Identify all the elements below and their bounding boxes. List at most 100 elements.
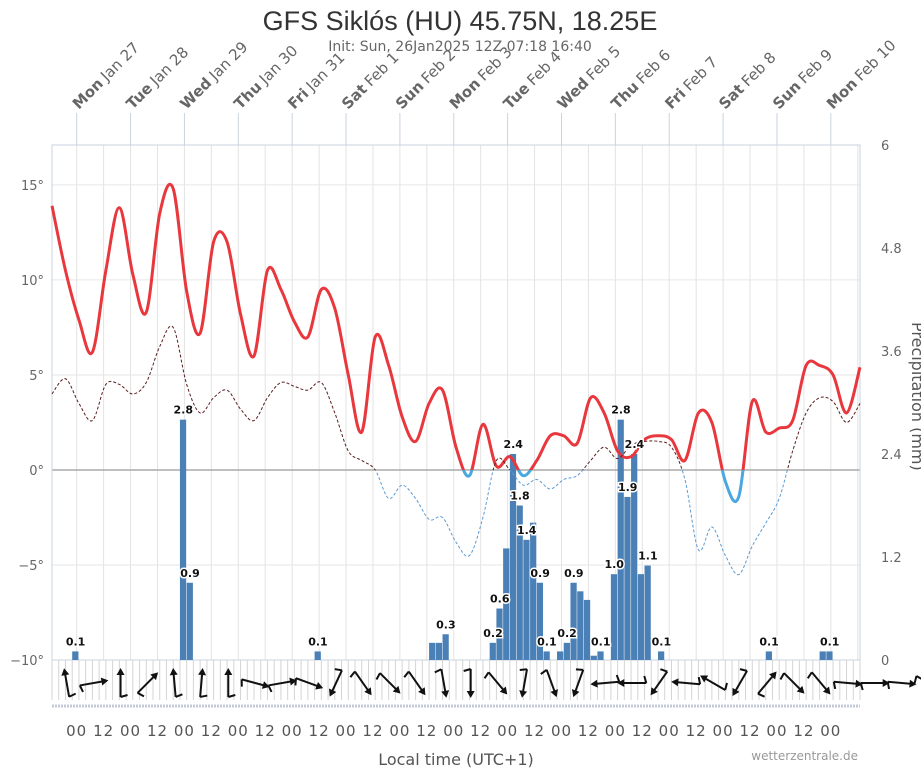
precipitation-value-label: 0.1 xyxy=(759,635,779,648)
precipitation-bar xyxy=(590,655,597,660)
day-label: SatFeb 8 xyxy=(715,48,779,112)
wind-barb xyxy=(137,692,145,698)
y-right-tick-label: 3.6 xyxy=(881,345,902,360)
precipitation-value-label: 0.1 xyxy=(591,635,611,648)
wind-barb xyxy=(757,692,766,698)
day-label-weekday: Sun xyxy=(392,77,427,112)
day-label-date: Feb 9 xyxy=(795,46,837,88)
wind-barb xyxy=(349,670,356,678)
precipitation-bar xyxy=(435,642,443,660)
wind-barb xyxy=(779,672,785,680)
wind-arrow-head xyxy=(329,688,337,697)
wind-barb xyxy=(294,678,297,686)
day-label-weekday: Sat xyxy=(715,80,748,113)
precipitation-bar xyxy=(489,642,496,660)
day-label-date: Jan 30 xyxy=(255,42,302,89)
wind-arrow-head xyxy=(882,679,890,687)
precipitation-bar xyxy=(610,574,618,660)
precipitation-bar xyxy=(624,496,631,660)
precipitation-bar xyxy=(617,419,624,660)
wind-arrow-icon xyxy=(540,669,558,698)
precipitation-bar xyxy=(536,582,544,660)
wind-arrow-head xyxy=(116,668,125,675)
wind-arrow-head xyxy=(392,685,401,694)
precipitation-value-label: 0.1 xyxy=(537,635,557,648)
wind-barb xyxy=(463,668,471,672)
wind-arrow-head xyxy=(822,686,831,695)
precipitation-bar xyxy=(429,642,436,660)
series-lines xyxy=(50,182,862,575)
day-label-weekday: Mon xyxy=(446,75,484,113)
wind-arrow-head xyxy=(61,668,70,676)
x-tick-label: 00 xyxy=(228,722,249,740)
wind-barb xyxy=(483,671,490,679)
wind-arrow-shaft xyxy=(915,675,921,691)
wind-arrow-icon xyxy=(732,668,748,696)
wind-arrow-icon xyxy=(375,672,401,694)
day-label-date: Jan 29 xyxy=(205,38,252,85)
wind-barb xyxy=(175,693,183,698)
wind-arrow-icon xyxy=(617,675,648,687)
wind-arrow-icon xyxy=(169,668,183,698)
y-left-tick-label: 0° xyxy=(29,464,44,479)
wind-barb xyxy=(78,684,84,693)
day-label-date: Jan 27 xyxy=(96,39,143,86)
wind-arrow-icon xyxy=(483,671,508,695)
wind-arrow-icon xyxy=(859,679,890,691)
x-tick-label: 12 xyxy=(686,722,707,740)
wind-arrow-icon xyxy=(434,668,450,698)
precipitation-bar xyxy=(637,574,645,660)
wind-arrow-head xyxy=(261,681,270,689)
wind-barb xyxy=(575,668,584,671)
precipitation-bar xyxy=(577,591,584,660)
precipitation-bars xyxy=(72,419,833,660)
wind-arrow-head xyxy=(700,675,709,683)
x-tick-label: 12 xyxy=(470,722,491,740)
wind-arrow-head xyxy=(571,689,580,698)
chart-title: GFS Siklós (HU) 45.75N, 18.25E xyxy=(263,6,658,36)
wind-arrow-icon xyxy=(806,671,831,695)
wind-arrow-head xyxy=(315,681,324,690)
wind-arrow-icon xyxy=(571,668,585,698)
wind-barb xyxy=(199,694,208,698)
wind-arrow-icon xyxy=(198,668,208,698)
wind-arrow-head xyxy=(150,672,159,681)
x-tick-label: 00 xyxy=(605,722,626,740)
wind-arrow-icon xyxy=(329,668,343,697)
y-left-tick-label: −5° xyxy=(18,559,44,574)
wind-arrow-head xyxy=(909,679,917,688)
y-right-tick-label: 6 xyxy=(881,139,889,154)
precipitation-value-label: 0.2 xyxy=(557,627,577,640)
precipitation-bar xyxy=(186,582,193,660)
day-label-date: Feb 6 xyxy=(633,46,675,88)
wind-barb xyxy=(913,675,918,684)
x-tick-label: 12 xyxy=(739,722,760,740)
wind-arrow-head xyxy=(169,668,178,676)
wind-barb xyxy=(240,679,243,687)
wind-arrow-head xyxy=(364,687,372,696)
wind-barb xyxy=(724,682,728,691)
precipitation-bar xyxy=(819,651,826,660)
precipitation-bar xyxy=(765,651,772,660)
day-label-weekday: Wed xyxy=(177,74,216,113)
wind-arrow-head xyxy=(441,690,450,698)
x-tick-label: 12 xyxy=(524,722,545,740)
precipitation-bar xyxy=(557,651,564,660)
precipitation-value-label: 0.1 xyxy=(308,635,328,648)
wind-arrow-icon xyxy=(78,677,109,693)
precipitation-bar xyxy=(563,642,570,660)
precipitation-value-label: 0.2 xyxy=(483,627,503,640)
wind-arrow-icon xyxy=(403,670,426,696)
wind-arrow-icon xyxy=(590,674,621,688)
day-label-date: Jan 28 xyxy=(146,43,193,90)
wind-arrow-head xyxy=(289,677,297,686)
precipitation-bar xyxy=(597,651,604,660)
precipitation-bar xyxy=(496,608,503,660)
x-tick-label: 00 xyxy=(659,722,680,740)
x-tick-label: 00 xyxy=(389,722,410,740)
precipitation-value-label: 0.9 xyxy=(564,567,584,580)
wind-barb xyxy=(697,676,702,685)
credit-text: wetterzentrale.de xyxy=(751,749,858,763)
wind-arrow-head xyxy=(224,668,233,675)
x-tick-label: 12 xyxy=(793,722,814,740)
